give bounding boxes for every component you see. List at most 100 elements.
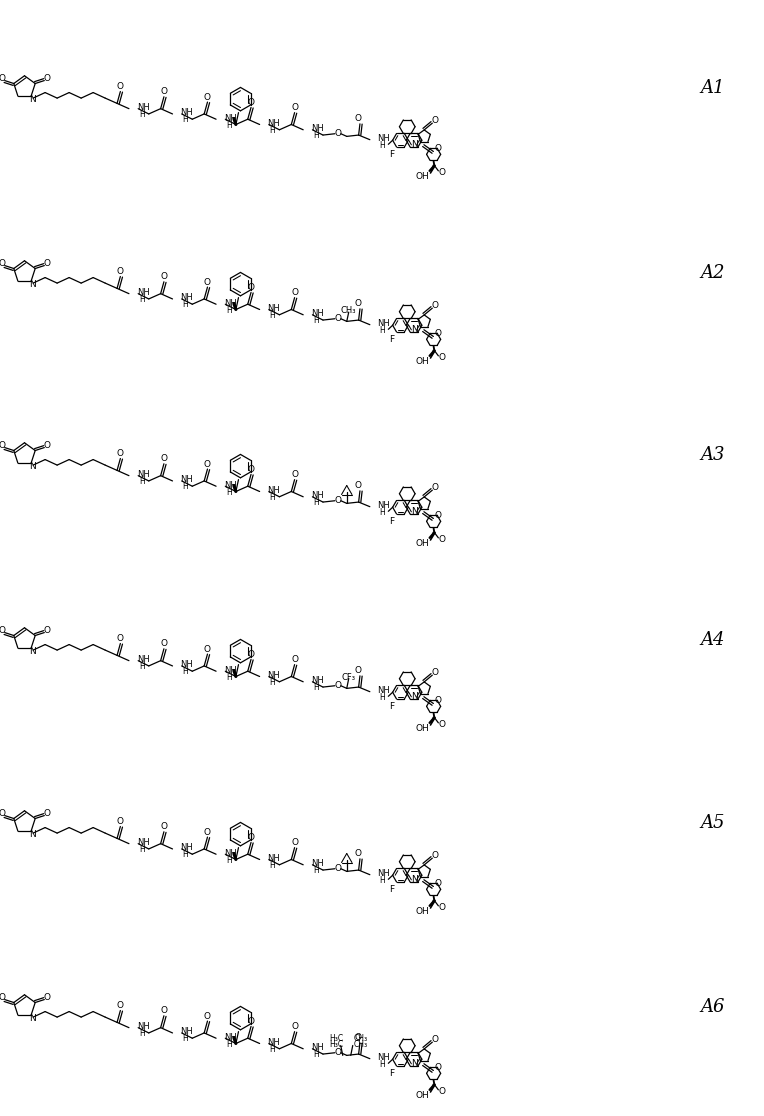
- Text: H: H: [226, 1040, 231, 1049]
- Text: O: O: [435, 1064, 442, 1072]
- Text: NH: NH: [180, 661, 193, 670]
- Text: O: O: [435, 329, 442, 338]
- Text: H₃C: H₃C: [330, 1033, 344, 1042]
- Text: H: H: [379, 1060, 384, 1069]
- Text: N: N: [29, 462, 35, 471]
- Text: NH: NH: [137, 103, 150, 113]
- Text: O: O: [160, 454, 167, 463]
- Text: CF₃: CF₃: [342, 673, 356, 682]
- Text: H: H: [313, 132, 319, 141]
- Text: O: O: [117, 81, 124, 92]
- Text: H: H: [226, 306, 231, 315]
- Polygon shape: [430, 718, 435, 725]
- Text: H: H: [313, 498, 319, 508]
- Polygon shape: [430, 350, 435, 358]
- Text: O: O: [44, 809, 50, 818]
- Text: H: H: [313, 866, 319, 875]
- Text: O: O: [335, 315, 342, 324]
- Text: O: O: [354, 114, 361, 124]
- Text: O: O: [204, 93, 211, 102]
- Text: O: O: [44, 259, 50, 268]
- Text: A6: A6: [700, 998, 724, 1016]
- Text: O: O: [291, 288, 298, 297]
- Text: H₃C: H₃C: [330, 1040, 344, 1049]
- Polygon shape: [430, 901, 435, 908]
- Text: H: H: [379, 508, 384, 517]
- Text: NH: NH: [377, 869, 390, 878]
- Text: O: O: [117, 267, 124, 276]
- Text: H: H: [139, 110, 144, 119]
- Text: NH: NH: [137, 470, 150, 479]
- Text: H: H: [379, 142, 384, 151]
- Text: NH: NH: [311, 1043, 324, 1052]
- Text: N: N: [411, 325, 417, 334]
- Text: H: H: [270, 679, 275, 687]
- Text: NH: NH: [180, 108, 193, 117]
- Text: O: O: [354, 849, 361, 858]
- Text: NH: NH: [377, 686, 390, 695]
- Text: O: O: [44, 993, 50, 1002]
- Text: H: H: [270, 862, 275, 870]
- Text: N: N: [411, 507, 417, 516]
- Text: O: O: [248, 282, 254, 292]
- Text: O: O: [354, 299, 361, 308]
- Text: O: O: [0, 74, 5, 83]
- Text: O: O: [432, 300, 439, 309]
- Text: NH: NH: [377, 501, 390, 510]
- Text: OH: OH: [416, 357, 429, 366]
- Text: O: O: [439, 535, 446, 543]
- Text: NH: NH: [311, 124, 324, 133]
- Text: O: O: [117, 449, 124, 458]
- Text: H: H: [313, 1050, 319, 1059]
- Text: OH: OH: [416, 172, 429, 181]
- Text: CH₃: CH₃: [354, 1040, 367, 1049]
- Text: CH₃: CH₃: [354, 1033, 367, 1042]
- Text: N: N: [411, 140, 417, 150]
- Text: H: H: [270, 126, 275, 135]
- Text: O: O: [439, 167, 446, 176]
- Text: H: H: [183, 850, 188, 859]
- Text: O: O: [248, 650, 254, 658]
- Text: O: O: [354, 1033, 361, 1042]
- Text: O: O: [160, 639, 167, 648]
- Text: F: F: [389, 150, 394, 158]
- Text: NH: NH: [137, 288, 150, 297]
- Text: N: N: [29, 646, 35, 655]
- Text: NH: NH: [180, 844, 193, 853]
- Text: NH: NH: [377, 319, 390, 328]
- Text: O: O: [248, 465, 254, 474]
- Text: O: O: [432, 667, 439, 676]
- Text: O: O: [291, 470, 298, 479]
- Text: N: N: [29, 95, 35, 104]
- Text: N: N: [29, 280, 35, 289]
- Text: H: H: [313, 683, 319, 692]
- Text: A2: A2: [700, 264, 724, 282]
- Text: NH: NH: [377, 1054, 390, 1062]
- Text: NH: NH: [224, 666, 237, 675]
- Text: H: H: [139, 1029, 144, 1038]
- Text: O: O: [435, 696, 442, 705]
- Text: H: H: [379, 876, 384, 885]
- Text: O: O: [291, 655, 298, 664]
- Text: F: F: [389, 335, 394, 344]
- Text: H: H: [379, 693, 384, 702]
- Text: O: O: [354, 666, 361, 675]
- Text: NH: NH: [267, 854, 280, 863]
- Text: O: O: [432, 482, 439, 492]
- Text: H: H: [139, 845, 144, 854]
- Text: O: O: [117, 817, 124, 826]
- Text: H: H: [270, 493, 275, 502]
- Text: O: O: [204, 460, 211, 469]
- Text: A4: A4: [700, 631, 724, 650]
- Text: O: O: [335, 129, 342, 138]
- Text: NH: NH: [137, 655, 150, 664]
- Text: O: O: [291, 1022, 298, 1031]
- Text: O: O: [439, 353, 446, 362]
- Text: O: O: [439, 1087, 446, 1096]
- Text: OH: OH: [416, 724, 429, 733]
- Text: NH: NH: [311, 676, 324, 685]
- Text: O: O: [160, 87, 167, 96]
- Text: O: O: [44, 74, 50, 83]
- Text: O: O: [0, 626, 5, 635]
- Text: O: O: [248, 98, 254, 107]
